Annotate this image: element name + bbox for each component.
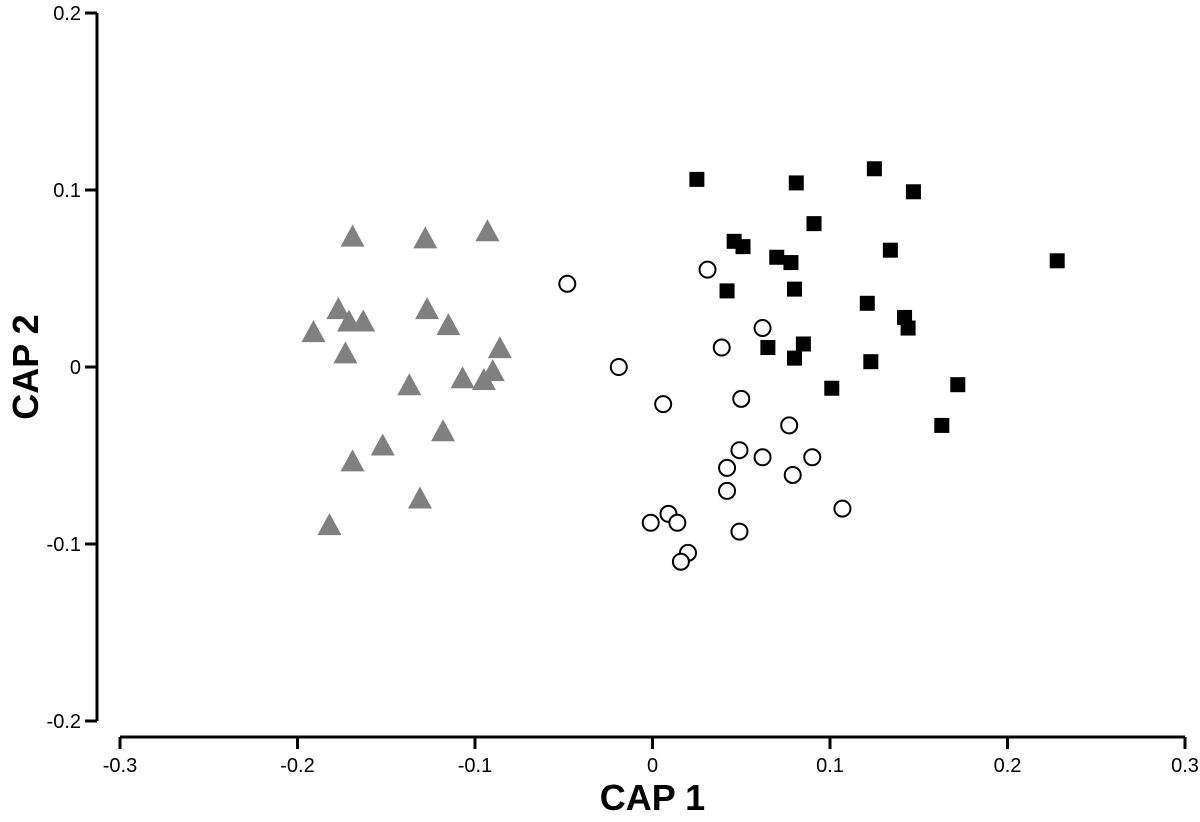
y-axis-title: CAP 2 (5, 314, 46, 419)
square-point (787, 350, 802, 366)
x-tick-label: 0.3 (1171, 755, 1199, 777)
x-tick-label: 0.1 (816, 755, 844, 777)
y-tick-label: -0.1 (47, 534, 81, 556)
triangle-point (340, 224, 365, 247)
x-tick-label: 0 (647, 755, 658, 777)
y-tick-label: -0.2 (47, 711, 81, 733)
circle-point (609, 358, 628, 376)
square-point (934, 417, 950, 433)
square-point (900, 320, 916, 336)
series-triangle (301, 219, 512, 536)
circle-point (753, 319, 772, 338)
triangle-point (413, 226, 438, 249)
circle-point (730, 441, 749, 460)
circle-point (753, 448, 772, 467)
square-point (863, 354, 879, 370)
y-tick-label: 0.1 (53, 180, 81, 202)
x-ticks: -0.3 -0.2 -0.1 0 0.1 0.2 0.3 (103, 737, 1199, 777)
y-ticks: -0.2 -0.1 0 0.1 0.2 (47, 3, 97, 733)
triangle-point (407, 486, 432, 509)
square-point (824, 380, 840, 396)
circle-point (712, 338, 731, 357)
x-axis-title: CAP 1 (600, 777, 705, 818)
triangle-point (333, 341, 358, 364)
axes (95, 13, 1185, 739)
square-point (783, 255, 799, 271)
data-points (301, 161, 1065, 571)
triangle-point (326, 297, 351, 320)
square-point (735, 239, 751, 255)
triangle-point (340, 449, 365, 472)
triangle-point (431, 419, 456, 442)
square-point (866, 161, 882, 177)
circle-point (698, 260, 717, 279)
triangle-point (475, 219, 500, 242)
circle-point (803, 448, 822, 467)
square-point (689, 171, 705, 187)
circle-point (730, 522, 749, 541)
square-point (905, 184, 921, 200)
circle-point (732, 389, 751, 408)
square-point (795, 336, 811, 352)
x-tick-label: -0.2 (280, 755, 314, 777)
x-tick-label: 0.2 (994, 755, 1022, 777)
square-point (950, 377, 966, 393)
circle-point (654, 395, 673, 414)
y-tick-label: 0 (70, 357, 81, 379)
circle-point (671, 552, 690, 571)
circle-point (718, 458, 737, 477)
x-tick-label: -0.3 (103, 755, 137, 777)
triangle-point (450, 366, 475, 389)
square-point (787, 281, 802, 297)
square-point (760, 340, 776, 356)
triangle-point (415, 297, 440, 320)
square-point (1049, 253, 1065, 269)
circle-point (668, 513, 687, 532)
square-point (859, 295, 875, 311)
square-point (719, 283, 735, 299)
triangle-point (370, 433, 395, 456)
square-point (788, 175, 804, 191)
square-point (769, 249, 785, 265)
triangle-point (317, 513, 342, 536)
square-point (882, 242, 898, 258)
circle-point (780, 416, 799, 435)
series-filled-square (689, 161, 1065, 433)
triangle-point (480, 359, 505, 382)
y-tick-label: 0.2 (53, 3, 81, 25)
x-tick-label: -0.1 (458, 755, 492, 777)
circle-point (641, 513, 660, 532)
circle-point (718, 481, 737, 500)
circle-point (783, 465, 802, 484)
triangle-point (436, 313, 461, 336)
circle-point (833, 499, 852, 518)
triangle-point (397, 373, 422, 396)
triangle-point (301, 320, 326, 343)
triangle-point (487, 336, 512, 359)
triangle-point (351, 309, 376, 332)
circle-point (558, 274, 577, 293)
square-point (806, 216, 822, 232)
series-open-circle (558, 260, 852, 571)
